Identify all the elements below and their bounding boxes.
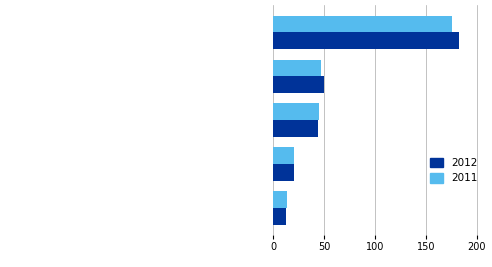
Bar <box>273 76 324 93</box>
Bar <box>273 147 294 164</box>
Legend: 2012, 2011: 2012, 2011 <box>427 154 482 188</box>
Bar <box>273 33 459 49</box>
Bar <box>273 104 319 120</box>
Bar <box>273 16 453 33</box>
Bar <box>273 208 286 225</box>
Bar <box>273 191 287 208</box>
Bar <box>273 164 294 181</box>
Bar <box>273 60 321 76</box>
Bar <box>273 120 318 137</box>
